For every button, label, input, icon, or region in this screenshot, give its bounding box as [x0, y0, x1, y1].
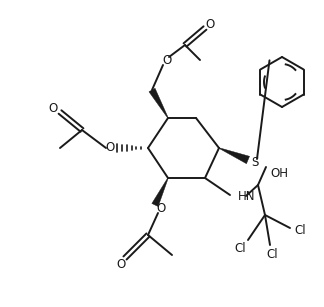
- Text: OH: OH: [270, 166, 288, 180]
- Text: Cl: Cl: [266, 247, 278, 261]
- Text: Cl: Cl: [234, 242, 246, 255]
- Text: O: O: [156, 203, 166, 216]
- Text: Cl: Cl: [294, 223, 306, 236]
- Text: O: O: [205, 17, 214, 30]
- Polygon shape: [149, 88, 168, 118]
- Text: HN: HN: [238, 191, 256, 204]
- Text: O: O: [116, 258, 126, 271]
- Polygon shape: [152, 178, 168, 207]
- Text: O: O: [105, 141, 115, 154]
- Text: O: O: [48, 102, 58, 115]
- Polygon shape: [219, 148, 249, 164]
- Text: O: O: [162, 53, 172, 67]
- Text: S: S: [251, 156, 259, 169]
